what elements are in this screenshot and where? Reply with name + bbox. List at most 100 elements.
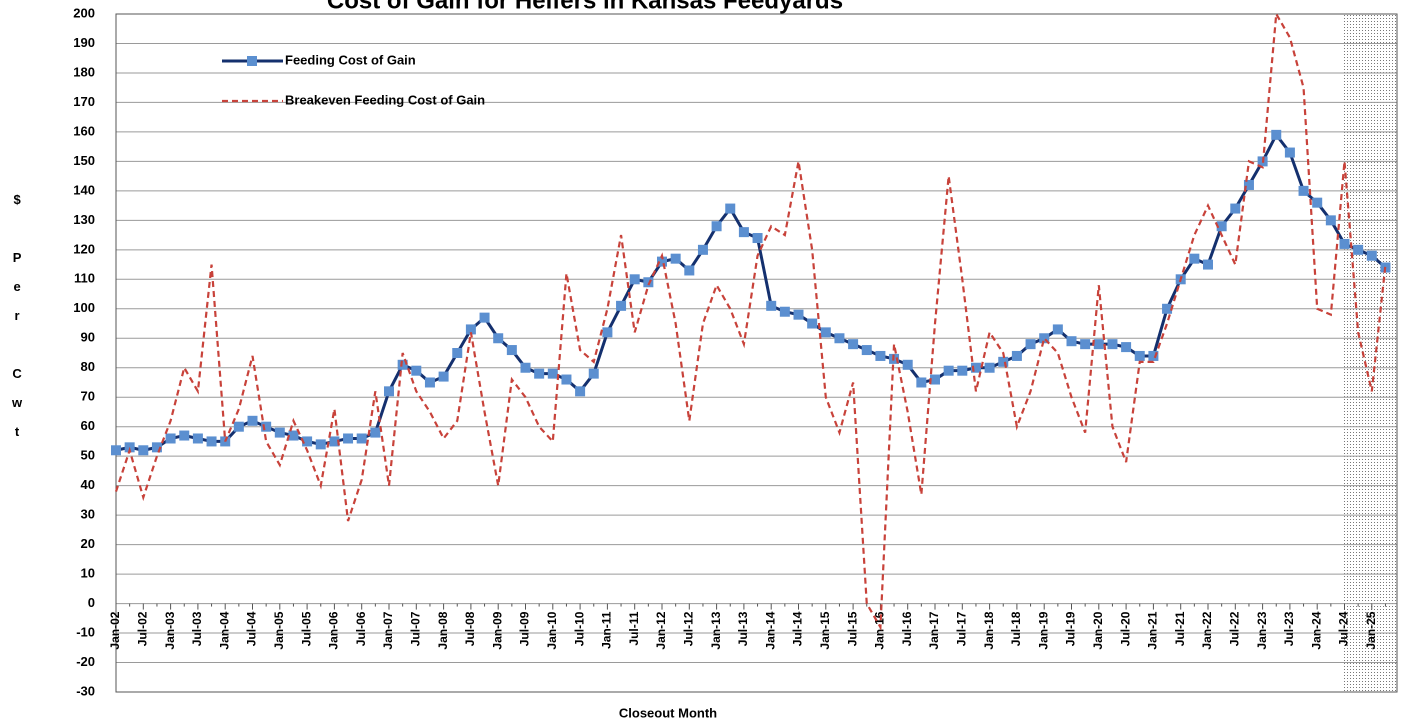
point-marker	[752, 233, 763, 244]
x-tick-label: Jan-07	[381, 611, 395, 649]
x-tick-label: Jan-05	[272, 611, 286, 649]
point-marker	[957, 365, 968, 376]
point-marker	[684, 265, 695, 276]
x-tick-label: Jan-10	[545, 611, 559, 649]
point-marker	[1107, 339, 1118, 350]
legend-label: Breakeven Feeding Cost of Gain	[285, 92, 485, 107]
point-marker	[1066, 336, 1077, 347]
x-tick-label: Jul-23	[1282, 611, 1296, 646]
x-tick-label: Jul-06	[354, 611, 368, 646]
x-tick-label: Jan-17	[927, 611, 941, 649]
y-tick-label: 130	[73, 212, 95, 227]
point-marker	[151, 442, 162, 453]
y-tick-label: 40	[81, 477, 95, 492]
point-marker	[1298, 185, 1309, 196]
point-marker	[370, 427, 381, 438]
point-marker	[1353, 244, 1364, 255]
x-tick-label: Jan-11	[600, 611, 614, 649]
x-tick-label: Jan-13	[709, 611, 723, 649]
point-marker	[261, 421, 272, 432]
x-tick-label: Jan-09	[490, 611, 504, 649]
point-marker	[616, 300, 627, 311]
point-marker	[493, 333, 504, 344]
x-tick-label: Jan-03	[163, 611, 177, 649]
point-marker	[1230, 203, 1241, 214]
point-marker	[1011, 350, 1022, 361]
y-tick-label: 50	[81, 448, 95, 463]
point-marker	[534, 368, 545, 379]
point-marker	[970, 362, 981, 373]
point-marker	[206, 436, 217, 447]
point-marker	[1080, 339, 1091, 350]
point-marker	[233, 421, 244, 432]
point-marker	[479, 312, 490, 323]
point-marker	[793, 309, 804, 320]
y-tick-label: 110	[74, 271, 95, 286]
point-marker	[192, 433, 203, 444]
legend-label: Feeding Cost of Gain	[285, 52, 416, 67]
point-marker	[697, 244, 708, 255]
point-marker	[315, 439, 326, 450]
y-axis-label: $ Per Cwt	[10, 192, 25, 453]
point-marker	[875, 350, 886, 361]
x-tick-label: Jul-19	[1064, 611, 1078, 646]
point-marker	[998, 356, 1009, 367]
y-tick-label: 80	[81, 359, 95, 374]
chart-title: Cost of Gain for Heifers in Kansas Feedy…	[327, 0, 843, 14]
series-line	[115, 132, 1387, 452]
x-tick-label: Jul-22	[1227, 611, 1241, 646]
point-marker	[438, 371, 449, 382]
point-marker	[984, 362, 995, 373]
x-tick-label: Jul-02	[135, 611, 149, 646]
point-marker	[1203, 259, 1213, 270]
y-tick-label: 60	[81, 418, 95, 433]
x-tick-label: Jul-20	[1118, 611, 1132, 646]
point-marker	[302, 436, 313, 447]
y-tick-label: 170	[73, 94, 95, 109]
x-tick-label: Jul-13	[736, 611, 750, 646]
point-marker	[1312, 197, 1323, 208]
point-marker	[424, 377, 435, 388]
point-marker	[1325, 215, 1336, 226]
point-marker	[1039, 333, 1050, 344]
point-marker	[807, 318, 818, 329]
point-marker	[902, 359, 913, 370]
point-marker	[1093, 339, 1104, 350]
legend-marker	[247, 56, 257, 66]
y-tick-label: 100	[73, 300, 95, 315]
point-marker	[738, 227, 749, 238]
x-tick-label: Jan-08	[436, 611, 450, 649]
x-tick-label: Jan-02	[108, 611, 122, 649]
point-marker	[834, 333, 845, 344]
point-marker	[329, 436, 340, 447]
point-marker	[547, 368, 558, 379]
point-marker	[247, 415, 258, 426]
point-marker	[943, 365, 954, 376]
point-marker	[274, 427, 285, 438]
point-marker	[465, 324, 476, 335]
point-marker	[165, 433, 176, 444]
y-tick-label: -10	[76, 624, 95, 639]
point-marker	[1162, 303, 1173, 314]
y-tick-label: 20	[81, 536, 95, 551]
point-marker	[657, 256, 667, 267]
point-marker	[602, 327, 613, 338]
point-marker	[1216, 221, 1227, 232]
point-marker	[629, 274, 640, 285]
projection-shading	[1343, 14, 1397, 692]
point-marker	[111, 445, 121, 456]
point-marker	[561, 374, 572, 385]
point-marker	[1189, 253, 1200, 264]
point-marker	[1339, 238, 1350, 249]
y-tick-label: 30	[81, 507, 95, 522]
x-tick-label: Jul-09	[518, 611, 532, 646]
x-tick-label: Jul-24	[1337, 611, 1351, 646]
point-marker	[397, 359, 408, 370]
point-marker	[861, 345, 872, 356]
y-tick-label: 190	[73, 35, 95, 50]
point-marker	[138, 445, 149, 456]
x-tick-label: Jul-21	[1173, 611, 1187, 646]
x-tick-label: Jul-11	[627, 611, 641, 645]
